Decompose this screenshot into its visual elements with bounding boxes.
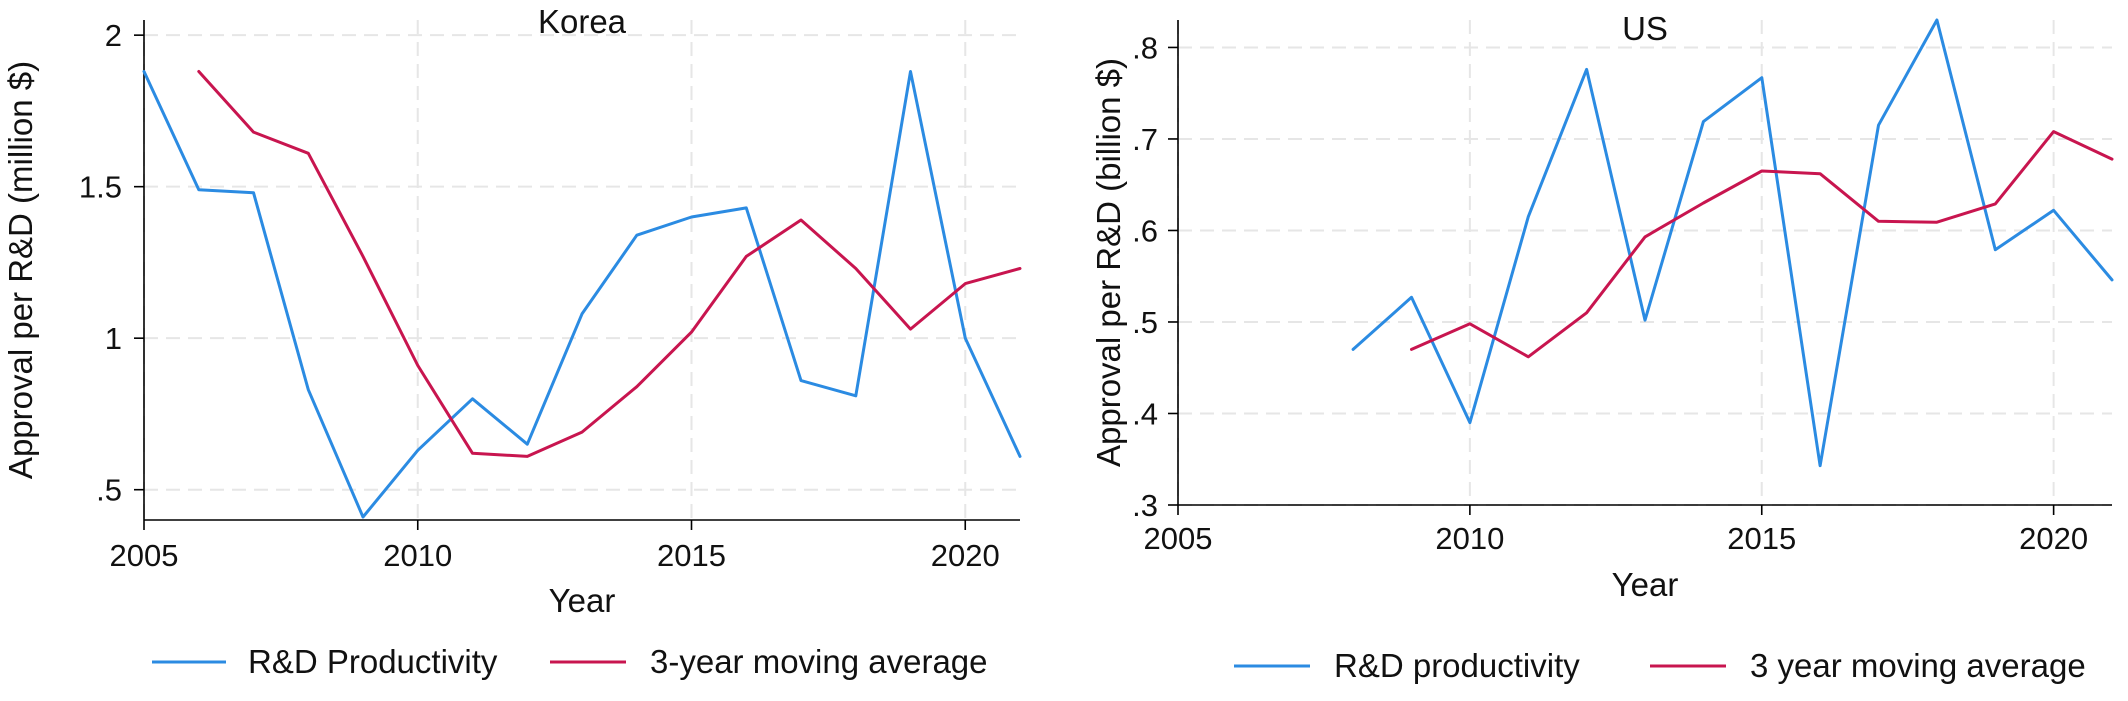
y-axis-title: Approval per R&D (million $) [2, 61, 39, 479]
y-tick-label: .7 [1132, 122, 1158, 157]
chart-title: US [1622, 10, 1668, 47]
korea-panel: 2005 2010 2015 2020 .5 1 1.5 2 Korea Year Approval… [2, 3, 1022, 680]
y-tick-label: 1.5 [79, 170, 122, 205]
legend-label: R&D Productivity [248, 643, 498, 680]
legend-label: 3-year moving average [650, 643, 988, 680]
y-axis-title: Approval per R&D (billion $) [1090, 58, 1127, 467]
y-tick-label: 1 [105, 321, 122, 356]
chart-title: Korea [538, 3, 627, 40]
moving-average-series-line [1410, 130, 2114, 359]
x-axis-title: Year [549, 582, 616, 619]
x-tick-label: 2020 [931, 538, 1000, 573]
x-tick-label: 2015 [657, 538, 726, 573]
legend-label: R&D productivity [1334, 647, 1580, 684]
y-tick-label: .4 [1132, 396, 1158, 431]
y-tick-label: .5 [96, 473, 122, 508]
moving-average-series-line [197, 70, 1022, 458]
y-tick-label: 2 [105, 18, 122, 53]
x-tick-label: 2010 [1435, 521, 1504, 556]
us-panel: 2005 2010 2015 2020 .3 .4 .5 .6 .7 .8 US Year Approv… [1090, 10, 2114, 684]
legend-label: 3 year moving average [1750, 647, 2086, 684]
productivity-series-line [1351, 18, 2114, 468]
x-tick-label: 2020 [2019, 521, 2088, 556]
y-tick-label: .3 [1132, 488, 1158, 523]
x-axis-title: Year [1612, 566, 1679, 603]
x-tick-label: 2005 [1144, 521, 1213, 556]
x-tick-label: 2015 [1727, 521, 1796, 556]
y-tick-label: .5 [1132, 305, 1158, 340]
y-tick-label: .8 [1132, 30, 1158, 65]
y-tick-label: .6 [1132, 213, 1158, 248]
x-tick-label: 2010 [383, 538, 452, 573]
x-tick-label: 2005 [110, 538, 179, 573]
